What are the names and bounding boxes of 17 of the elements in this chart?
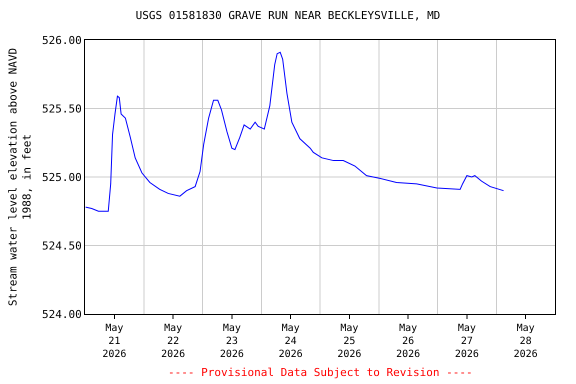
x-tick-label: May 26 2026 [396,323,420,360]
text: ---- Provisional Data Subject to Revision ---- [168,366,473,379]
x-tick-label: May 22 2026 [161,323,186,360]
x-tick-label: May 24 2026 [278,323,303,360]
chart-title: USGS 01581830 GRAVE RUN NEAR BECKLEYSVILLE, MD [136,9,440,22]
line-series [85,52,504,212]
y-tick-label: 524.00 [42,308,82,321]
x-tick-label: May 21 2026 [102,323,126,360]
y-tick-label: 525.00 [42,170,82,184]
x-tick-label: May 23 2026 [220,323,244,360]
x-tick-label: May 25 2026 [337,323,362,360]
x-tick-label: May 27 2026 [454,323,479,360]
y-axis-title: Stream water level elevation above NAVD 1988, in feet [6,48,34,306]
y-tick-label: 525.50 [42,102,82,116]
x-tick-label: May 28 2026 [514,323,538,360]
y-tick-label: 526.00 [42,34,82,47]
y-tick-label: 524.50 [42,239,82,252]
